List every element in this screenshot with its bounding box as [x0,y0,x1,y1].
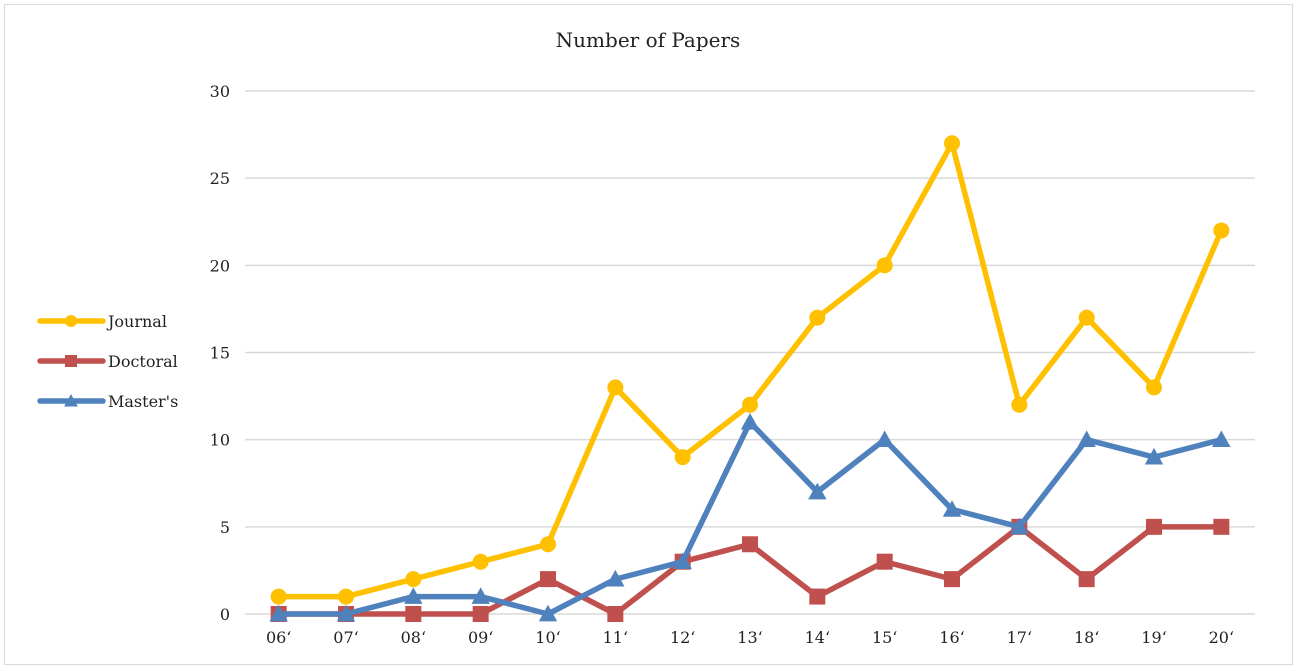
x-tick-label: 13‘ [737,628,762,647]
chart-title: Number of Papers [556,28,741,52]
data-point [471,587,490,604]
legend-item: Journal [37,312,167,331]
y-axis-ticks: 0 5 10 15 20 25 30 [210,82,230,624]
legend: Journal Doctoral Master's [37,312,178,411]
y-tick-label: 30 [210,82,230,101]
x-tick-label: 08‘ [401,628,426,647]
data-point [1213,222,1230,239]
series-0 [270,135,1230,605]
gridlines [245,90,1255,615]
data-point [1146,518,1162,535]
x-tick-label: 19‘ [1141,628,1166,647]
data-point [740,413,760,430]
y-tick-label: 5 [220,518,230,537]
legend-label: Master's [108,392,178,411]
data-point [1078,571,1095,588]
legend-marker [65,355,77,367]
series-line [275,140,1225,600]
data-point [944,571,960,588]
series-2 [269,413,1231,622]
data-point [673,552,692,570]
legend-item: Doctoral [37,352,178,371]
y-tick-label: 10 [210,431,230,450]
x-tick-label: 18‘ [1074,628,1099,647]
chart-frame [4,4,1293,665]
legend-marker [65,315,77,327]
data-point [942,500,962,517]
legend-marker [64,394,78,407]
data-point [1010,517,1029,535]
data-point [269,604,288,622]
x-tick-label: 17‘ [1007,628,1032,647]
data-point [540,536,556,553]
y-tick-label: 15 [210,344,230,363]
data-point [1212,430,1231,448]
data-point [405,606,422,622]
data-point [1144,447,1164,465]
y-tick-label: 20 [210,256,230,275]
x-tick-label: 09‘ [468,628,493,647]
y-tick-label: 0 [220,605,230,624]
data-point [472,606,489,622]
data-point [742,536,758,553]
data-point [1011,396,1028,413]
x-tick-label: 15‘ [872,628,897,647]
data-point [606,569,625,587]
data-point [540,571,556,588]
x-axis-ticks: 06‘ 07‘ 08‘ 09‘ 10‘ 11‘ 12‘ 13‘ 14‘ 15‘ 16‘ 17‘ 18‘ 1… [266,628,1234,647]
data-point [875,430,894,448]
x-tick-label: 20‘ [1209,628,1234,647]
x-tick-label: 14‘ [805,628,830,647]
legend-label: Journal [106,312,167,331]
data-point [809,588,826,605]
legend-label: Doctoral [108,352,178,371]
data-point [809,309,826,326]
data-point [338,588,354,605]
data-point [405,571,422,588]
x-tick-label: 06‘ [266,628,291,647]
y-tick-label: 25 [210,169,230,188]
data-point [808,482,827,500]
x-tick-label: 07‘ [333,628,358,647]
x-tick-label: 16‘ [939,628,964,647]
data-point [472,553,489,570]
series-1 [270,518,1230,622]
data-point [1213,518,1230,535]
data-point [674,449,691,466]
data-point [944,135,960,152]
x-tick-label: 10‘ [535,628,560,647]
data-point [404,587,423,604]
data-point [270,588,287,605]
data-point [876,553,893,570]
x-tick-label: 11‘ [603,628,628,647]
data-point [1078,309,1095,326]
data-point [538,604,558,622]
data-point [607,606,624,622]
data-point [876,257,893,274]
data-point [1077,430,1096,448]
data-point [336,604,356,622]
data-point [607,379,624,396]
data-point [742,396,758,413]
x-tick-label: 12‘ [670,628,695,647]
legend-item: Master's [37,392,178,411]
data-point [1146,379,1162,396]
series-group [269,135,1231,622]
